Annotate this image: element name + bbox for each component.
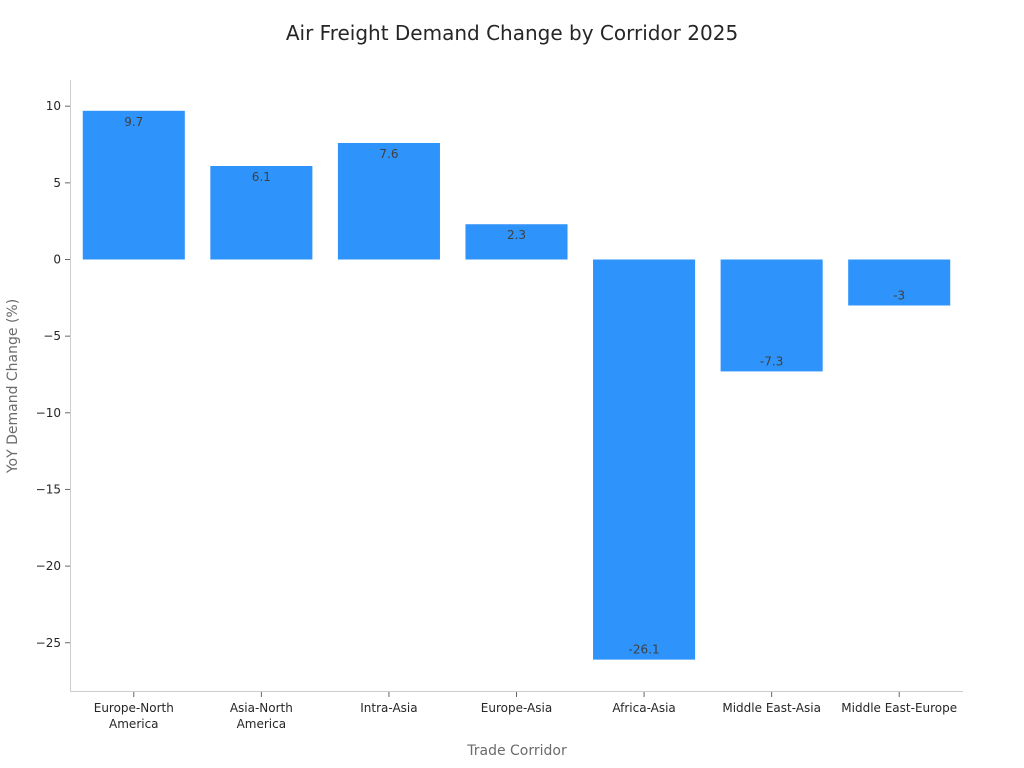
x-tick-label: Asia-North	[230, 701, 293, 715]
bar	[720, 259, 823, 372]
chart-title: Air Freight Demand Change by Corridor 20…	[286, 21, 738, 45]
bar-series	[82, 110, 951, 660]
y-tick-label: −15	[36, 482, 61, 496]
y-tick-label: −5	[43, 329, 61, 343]
x-tick-label: Intra-Asia	[360, 701, 417, 715]
bar	[593, 259, 696, 660]
y-axis-ticks: 10 5 0 −5 −10 −15 −20 −25	[36, 99, 70, 650]
y-tick-label: 10	[46, 99, 61, 113]
x-tick-label: America	[109, 717, 159, 731]
bar	[210, 165, 313, 260]
bar-value-label: -26.1	[629, 643, 660, 657]
bar	[337, 142, 440, 260]
bar-value-label: -7.3	[760, 354, 783, 368]
bar-value-label: 7.6	[379, 147, 398, 161]
bar	[848, 259, 951, 306]
x-tick-label: America	[237, 717, 287, 731]
bar	[465, 224, 568, 260]
y-tick-label: −20	[36, 559, 61, 573]
x-tick-label: Middle East-Europe	[841, 701, 957, 715]
bar-value-label: 6.1	[252, 170, 271, 184]
bar	[82, 110, 185, 260]
y-tick-label: 0	[53, 253, 61, 267]
y-tick-label: 5	[53, 176, 61, 190]
bar-value-label: 9.7	[124, 115, 143, 129]
y-tick-label: −10	[36, 406, 61, 420]
y-axis-label: YoY Demand Change (%)	[5, 299, 21, 474]
x-axis-ticks: Europe-North America Asia-North America Intr…	[94, 692, 957, 731]
x-tick-label: Europe-Asia	[481, 701, 552, 715]
x-tick-label: Europe-North	[94, 701, 174, 715]
bar-value-label: 2.3	[507, 228, 526, 242]
data-labels: 9.7 6.1 7.6 2.3 -26.1 -7.3 -3	[124, 115, 905, 657]
bar-value-label: -3	[893, 288, 905, 302]
x-tick-label: Middle East-Asia	[722, 701, 821, 715]
x-tick-label: Africa-Asia	[612, 701, 675, 715]
x-axis-label: Trade Corridor	[466, 743, 567, 759]
y-tick-label: −25	[36, 636, 61, 650]
